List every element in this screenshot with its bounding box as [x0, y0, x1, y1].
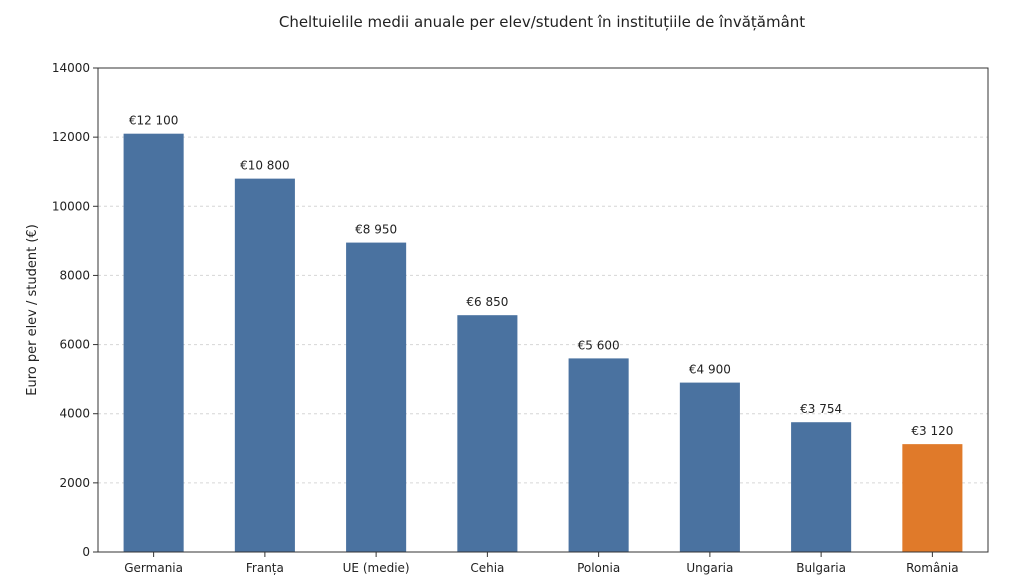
chart-title: Cheltuielile medii anuale per elev/stude…: [279, 13, 805, 31]
axes: 0 2000 4000 6000 8000 10000 12000 14000 Germania…: [52, 61, 959, 575]
bar: [791, 422, 852, 552]
x-tick-label: Polonia: [577, 561, 620, 575]
bar-value-label: €3 120: [911, 424, 953, 438]
y-tick-label: 4000: [59, 407, 90, 421]
x-tick-label: Cehia: [470, 561, 504, 575]
y-tick-label: 6000: [59, 338, 90, 352]
bar: [123, 133, 184, 552]
y-axis-label: Euro per elev / student (€): [25, 224, 40, 396]
bar: [679, 382, 740, 552]
bar-value-label: €8 950: [355, 223, 397, 237]
x-tick-label: Ungaria: [686, 561, 733, 575]
bar-value-label: €6 850: [466, 295, 508, 309]
bars: €12 100 €10 800 €8 950 €6 850 €5 600 €4 900 €3…: [123, 114, 963, 553]
bar-value-label: €5 600: [578, 338, 620, 352]
y-tick-label: 2000: [59, 476, 90, 490]
x-tick-label: UE (medie): [343, 561, 410, 575]
bar-value-label: €10 800: [240, 159, 290, 173]
bar-value-label: €4 900: [689, 363, 731, 377]
gridlines: [98, 136, 988, 484]
x-tick-label: Bulgaria: [796, 561, 846, 575]
x-tick-label: Germania: [124, 561, 183, 575]
x-tick-label: România: [906, 561, 958, 575]
y-tick-label: 8000: [59, 268, 90, 282]
y-tick-label: 0: [82, 545, 90, 559]
y-tick-label: 12000: [52, 130, 90, 144]
plot-frame: [97, 67, 989, 553]
y-tick-label: 10000: [52, 199, 90, 213]
y-tick-label: 14000: [52, 61, 90, 75]
x-tick-label: Franța: [246, 561, 284, 575]
bar: [457, 315, 518, 552]
bar-value-label: €3 754: [800, 402, 842, 416]
bar: [568, 358, 629, 552]
bar-value-label: €12 100: [129, 114, 179, 128]
bar: [234, 178, 295, 552]
bar: [902, 444, 963, 552]
bar: [346, 242, 407, 553]
